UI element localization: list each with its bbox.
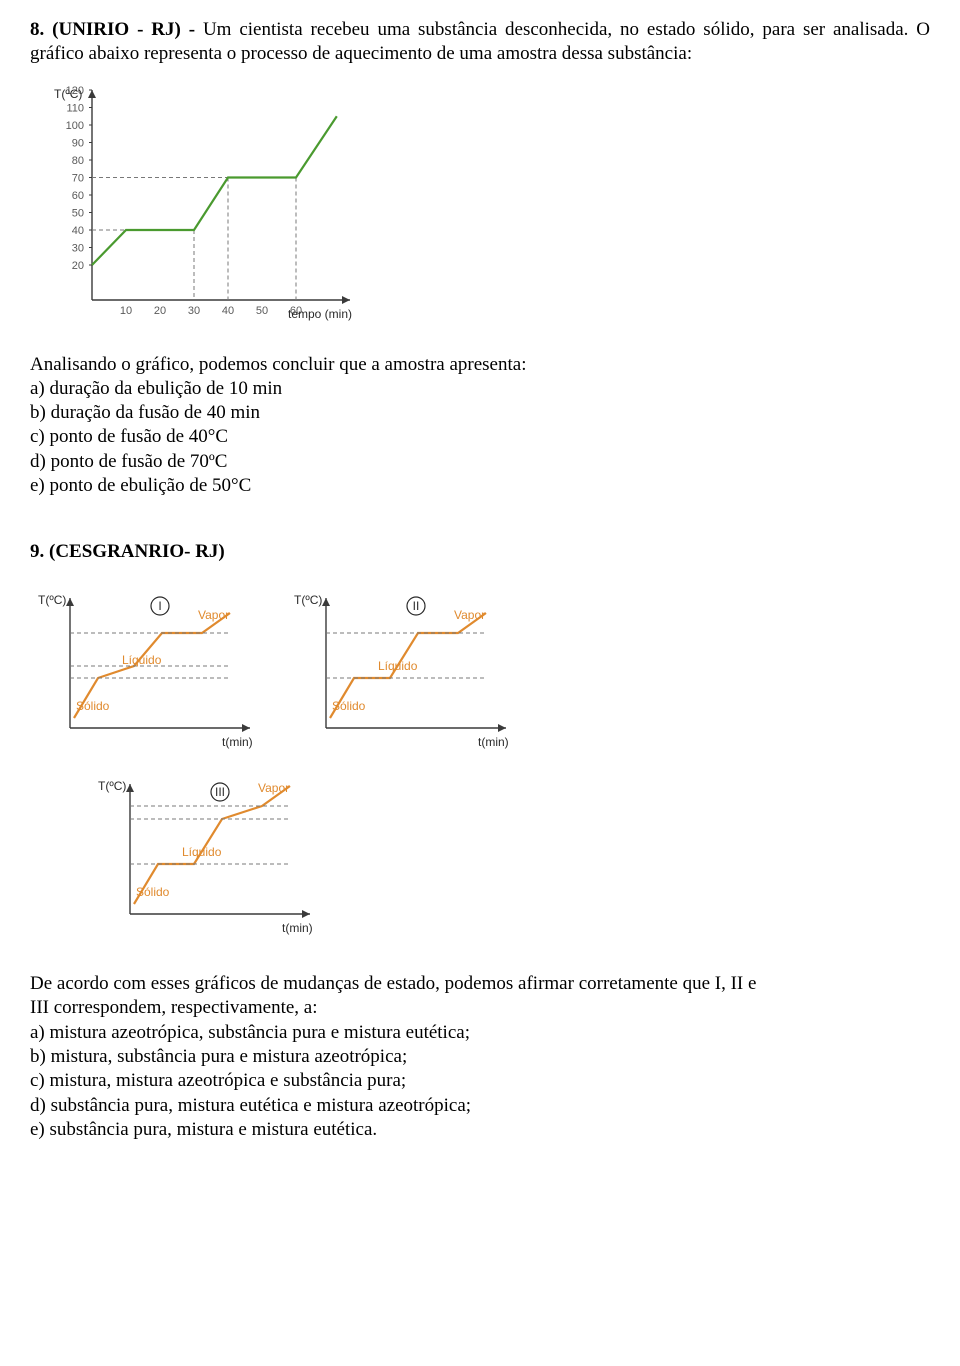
svg-text:40: 40 bbox=[222, 305, 234, 317]
q9-source: (CESGRANRIO- RJ) bbox=[49, 541, 225, 562]
svg-text:T(ºC): T(ºC) bbox=[38, 593, 66, 607]
svg-text:30: 30 bbox=[72, 242, 84, 254]
question-8: 8. (UNIRIO - RJ) - Um cientista recebeu … bbox=[30, 18, 930, 498]
svg-text:20: 20 bbox=[154, 305, 166, 317]
svg-text:II: II bbox=[413, 599, 420, 613]
svg-text:100: 100 bbox=[66, 120, 84, 132]
question-9: 9. (CESGRANRIO- RJ) T(ºC) t(min) I Sólido Lí… bbox=[30, 540, 930, 1142]
q9-panel-1: T(ºC) t(min) I Sólido Líquido Vapor bbox=[30, 578, 270, 758]
svg-text:60: 60 bbox=[72, 190, 84, 202]
svg-text:Líquido: Líquido bbox=[182, 845, 222, 859]
svg-text:80: 80 bbox=[72, 155, 84, 167]
q8-option-b: b) duração da fusão de 40 min bbox=[30, 401, 930, 425]
svg-text:t(min): t(min) bbox=[478, 735, 509, 749]
q9-option-d: d) substância pura, mistura eutética e m… bbox=[30, 1094, 930, 1118]
dash-lines bbox=[92, 177, 296, 300]
y-ticks: 2030405060708090100110120 bbox=[66, 85, 92, 272]
svg-text:T(ºC): T(ºC) bbox=[294, 593, 322, 607]
q9-number: 9. bbox=[30, 541, 44, 562]
q8-analysis-intro: Analisando o gráfico, podemos concluir q… bbox=[30, 353, 930, 377]
q9-heading: 9. (CESGRANRIO- RJ) bbox=[30, 540, 930, 564]
q8-option-e: e) ponto de ebulição de 50°C bbox=[30, 474, 930, 498]
q8-source: (UNIRIO - RJ) bbox=[52, 19, 181, 40]
svg-text:40: 40 bbox=[72, 225, 84, 237]
q8-option-a: a) duração da ebulição de 10 min bbox=[30, 377, 930, 401]
svg-text:Vapor: Vapor bbox=[454, 608, 485, 622]
svg-text:Sólido: Sólido bbox=[332, 699, 366, 713]
q9-option-c: c) mistura, mistura azeotrópica e substâ… bbox=[30, 1069, 930, 1093]
q9-stem-after-1: De acordo com esses gráficos de mudanças… bbox=[30, 972, 930, 996]
q9-option-e: e) substância pura, mistura e mistura eu… bbox=[30, 1118, 930, 1142]
svg-text:20: 20 bbox=[72, 260, 84, 272]
svg-text:70: 70 bbox=[72, 172, 84, 184]
y-axis-label: T(ºC) bbox=[54, 87, 82, 101]
svg-text:Vapor: Vapor bbox=[258, 781, 289, 795]
q9-option-a: a) mistura azeotrópica, substância pura … bbox=[30, 1021, 930, 1045]
q8-graph: 2030405060708090100110120 102030405060 T… bbox=[30, 80, 930, 335]
q9-graph-row-1: T(ºC) t(min) I Sólido Líquido Vapor T(ºC) t(mi… bbox=[30, 578, 930, 758]
svg-text:Sólido: Sólido bbox=[136, 885, 170, 899]
q8-option-c: c) ponto de fusão de 40°C bbox=[30, 425, 930, 449]
svg-text:110: 110 bbox=[66, 102, 84, 114]
q9-graph-row-2: T(ºC) t(min) III Sólido Líquido Vapor bbox=[90, 764, 930, 954]
svg-text:Sólido: Sólido bbox=[76, 699, 110, 713]
q8-option-d: d) ponto de fusão de 70ºC bbox=[30, 450, 930, 474]
svg-text:30: 30 bbox=[188, 305, 200, 317]
svg-text:I: I bbox=[158, 599, 161, 613]
svg-text:T(ºC): T(ºC) bbox=[98, 779, 126, 793]
svg-text:90: 90 bbox=[72, 137, 84, 149]
heating-curve bbox=[92, 116, 337, 265]
svg-text:t(min): t(min) bbox=[282, 921, 313, 935]
svg-text:Líquido: Líquido bbox=[122, 653, 162, 667]
x-ticks: 102030405060 bbox=[120, 305, 302, 317]
q8-graph-svg: 2030405060708090100110120 102030405060 T… bbox=[30, 80, 370, 330]
q9-graphs: T(ºC) t(min) I Sólido Líquido Vapor T(ºC) t(mi… bbox=[30, 578, 930, 954]
svg-text:Líquido: Líquido bbox=[378, 659, 418, 673]
q8-stem: 8. (UNIRIO - RJ) - Um cientista recebeu … bbox=[30, 18, 930, 66]
axes bbox=[88, 90, 350, 304]
q9-panel-3: T(ºC) t(min) III Sólido Líquido Vapor bbox=[90, 764, 330, 954]
q9-panel-2: T(ºC) t(min) II Sólido Líquido Vapor bbox=[286, 578, 526, 758]
svg-text:50: 50 bbox=[72, 207, 84, 219]
q9-option-b: b) mistura, substância pura e mistura az… bbox=[30, 1045, 930, 1069]
svg-text:t(min): t(min) bbox=[222, 735, 253, 749]
x-axis-label: tempo (min) bbox=[288, 307, 352, 321]
svg-text:Vapor: Vapor bbox=[198, 608, 229, 622]
q8-sep: - bbox=[181, 19, 203, 40]
q9-stem-after-2: III correspondem, respectivamente, a: bbox=[30, 996, 930, 1020]
svg-text:50: 50 bbox=[256, 305, 268, 317]
svg-text:10: 10 bbox=[120, 305, 132, 317]
q8-number: 8. bbox=[30, 19, 44, 40]
svg-text:III: III bbox=[215, 785, 225, 799]
